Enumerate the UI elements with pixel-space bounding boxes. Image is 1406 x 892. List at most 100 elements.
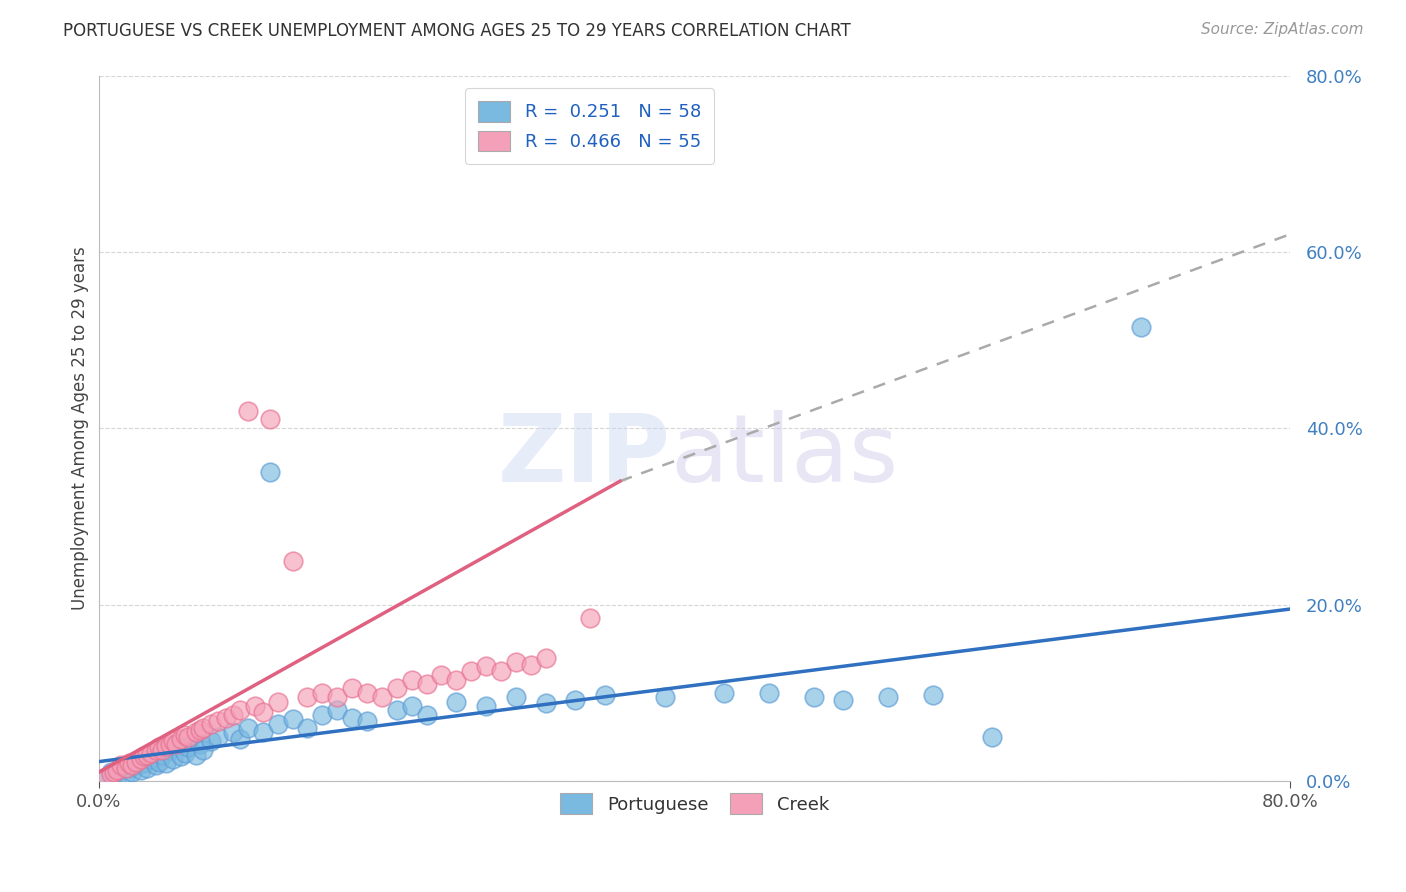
- Point: [135, 761, 157, 775]
- Point: [236, 403, 259, 417]
- Point: [125, 755, 148, 769]
- Point: [311, 686, 333, 700]
- Point: [981, 730, 1004, 744]
- Point: [114, 761, 136, 775]
- Legend: Portuguese, Creek: Portuguese, Creek: [548, 782, 839, 825]
- Point: [125, 758, 148, 772]
- Point: [266, 716, 288, 731]
- Point: [832, 693, 855, 707]
- Point: [200, 734, 222, 748]
- Point: [105, 764, 128, 778]
- Point: [200, 716, 222, 731]
- Point: [96, 770, 118, 784]
- Point: [100, 765, 122, 780]
- Y-axis label: Unemployment Among Ages 25 to 29 years: Unemployment Among Ages 25 to 29 years: [72, 246, 89, 610]
- Point: [356, 714, 378, 728]
- Point: [100, 767, 122, 781]
- Point: [236, 721, 259, 735]
- Point: [385, 681, 408, 696]
- Point: [214, 710, 236, 724]
- Point: [170, 731, 193, 746]
- Point: [340, 710, 363, 724]
- Point: [356, 686, 378, 700]
- Point: [371, 690, 394, 705]
- Point: [401, 673, 423, 687]
- Point: [877, 690, 900, 705]
- Point: [162, 752, 184, 766]
- Point: [259, 412, 281, 426]
- Point: [155, 756, 177, 771]
- Point: [415, 677, 437, 691]
- Text: atlas: atlas: [671, 410, 898, 502]
- Point: [505, 690, 527, 705]
- Point: [118, 761, 141, 775]
- Point: [222, 707, 245, 722]
- Point: [489, 664, 512, 678]
- Point: [165, 737, 187, 751]
- Point: [297, 721, 319, 735]
- Text: Source: ZipAtlas.com: Source: ZipAtlas.com: [1201, 22, 1364, 37]
- Point: [184, 725, 207, 739]
- Point: [505, 655, 527, 669]
- Point: [311, 707, 333, 722]
- Point: [145, 743, 167, 757]
- Point: [415, 707, 437, 722]
- Point: [139, 746, 162, 760]
- Point: [177, 730, 200, 744]
- Point: [266, 695, 288, 709]
- Point: [430, 668, 453, 682]
- Point: [229, 731, 252, 746]
- Point: [281, 553, 304, 567]
- Point: [921, 688, 943, 702]
- Point: [297, 690, 319, 705]
- Point: [326, 690, 349, 705]
- Point: [188, 737, 211, 751]
- Point: [188, 723, 211, 737]
- Point: [245, 699, 267, 714]
- Point: [132, 756, 155, 771]
- Point: [193, 721, 215, 735]
- Point: [148, 755, 170, 769]
- Point: [593, 688, 616, 702]
- Point: [129, 764, 152, 778]
- Point: [259, 466, 281, 480]
- Point: [155, 739, 177, 753]
- Point: [150, 743, 173, 757]
- Point: [121, 765, 143, 780]
- Point: [340, 681, 363, 696]
- Point: [159, 737, 181, 751]
- Point: [159, 743, 181, 757]
- Text: ZIP: ZIP: [498, 410, 671, 502]
- Point: [207, 714, 229, 728]
- Point: [207, 730, 229, 744]
- Point: [281, 712, 304, 726]
- Point: [139, 752, 162, 766]
- Point: [174, 728, 197, 742]
- Point: [326, 703, 349, 717]
- Point: [654, 690, 676, 705]
- Point: [252, 705, 274, 719]
- Point: [564, 693, 586, 707]
- Point: [446, 673, 468, 687]
- Point: [132, 749, 155, 764]
- Point: [135, 747, 157, 762]
- Point: [162, 734, 184, 748]
- Point: [758, 686, 780, 700]
- Text: PORTUGUESE VS CREEK UNEMPLOYMENT AMONG AGES 25 TO 29 YEARS CORRELATION CHART: PORTUGUESE VS CREEK UNEMPLOYMENT AMONG A…: [63, 22, 851, 40]
- Point: [803, 690, 825, 705]
- Point: [110, 764, 132, 778]
- Point: [184, 747, 207, 762]
- Point: [96, 770, 118, 784]
- Point: [193, 743, 215, 757]
- Point: [148, 740, 170, 755]
- Point: [105, 769, 128, 783]
- Point: [103, 765, 125, 780]
- Point: [229, 703, 252, 717]
- Point: [252, 725, 274, 739]
- Point: [170, 749, 193, 764]
- Point: [475, 659, 498, 673]
- Point: [129, 752, 152, 766]
- Point: [118, 756, 141, 771]
- Point: [177, 740, 200, 755]
- Point: [114, 767, 136, 781]
